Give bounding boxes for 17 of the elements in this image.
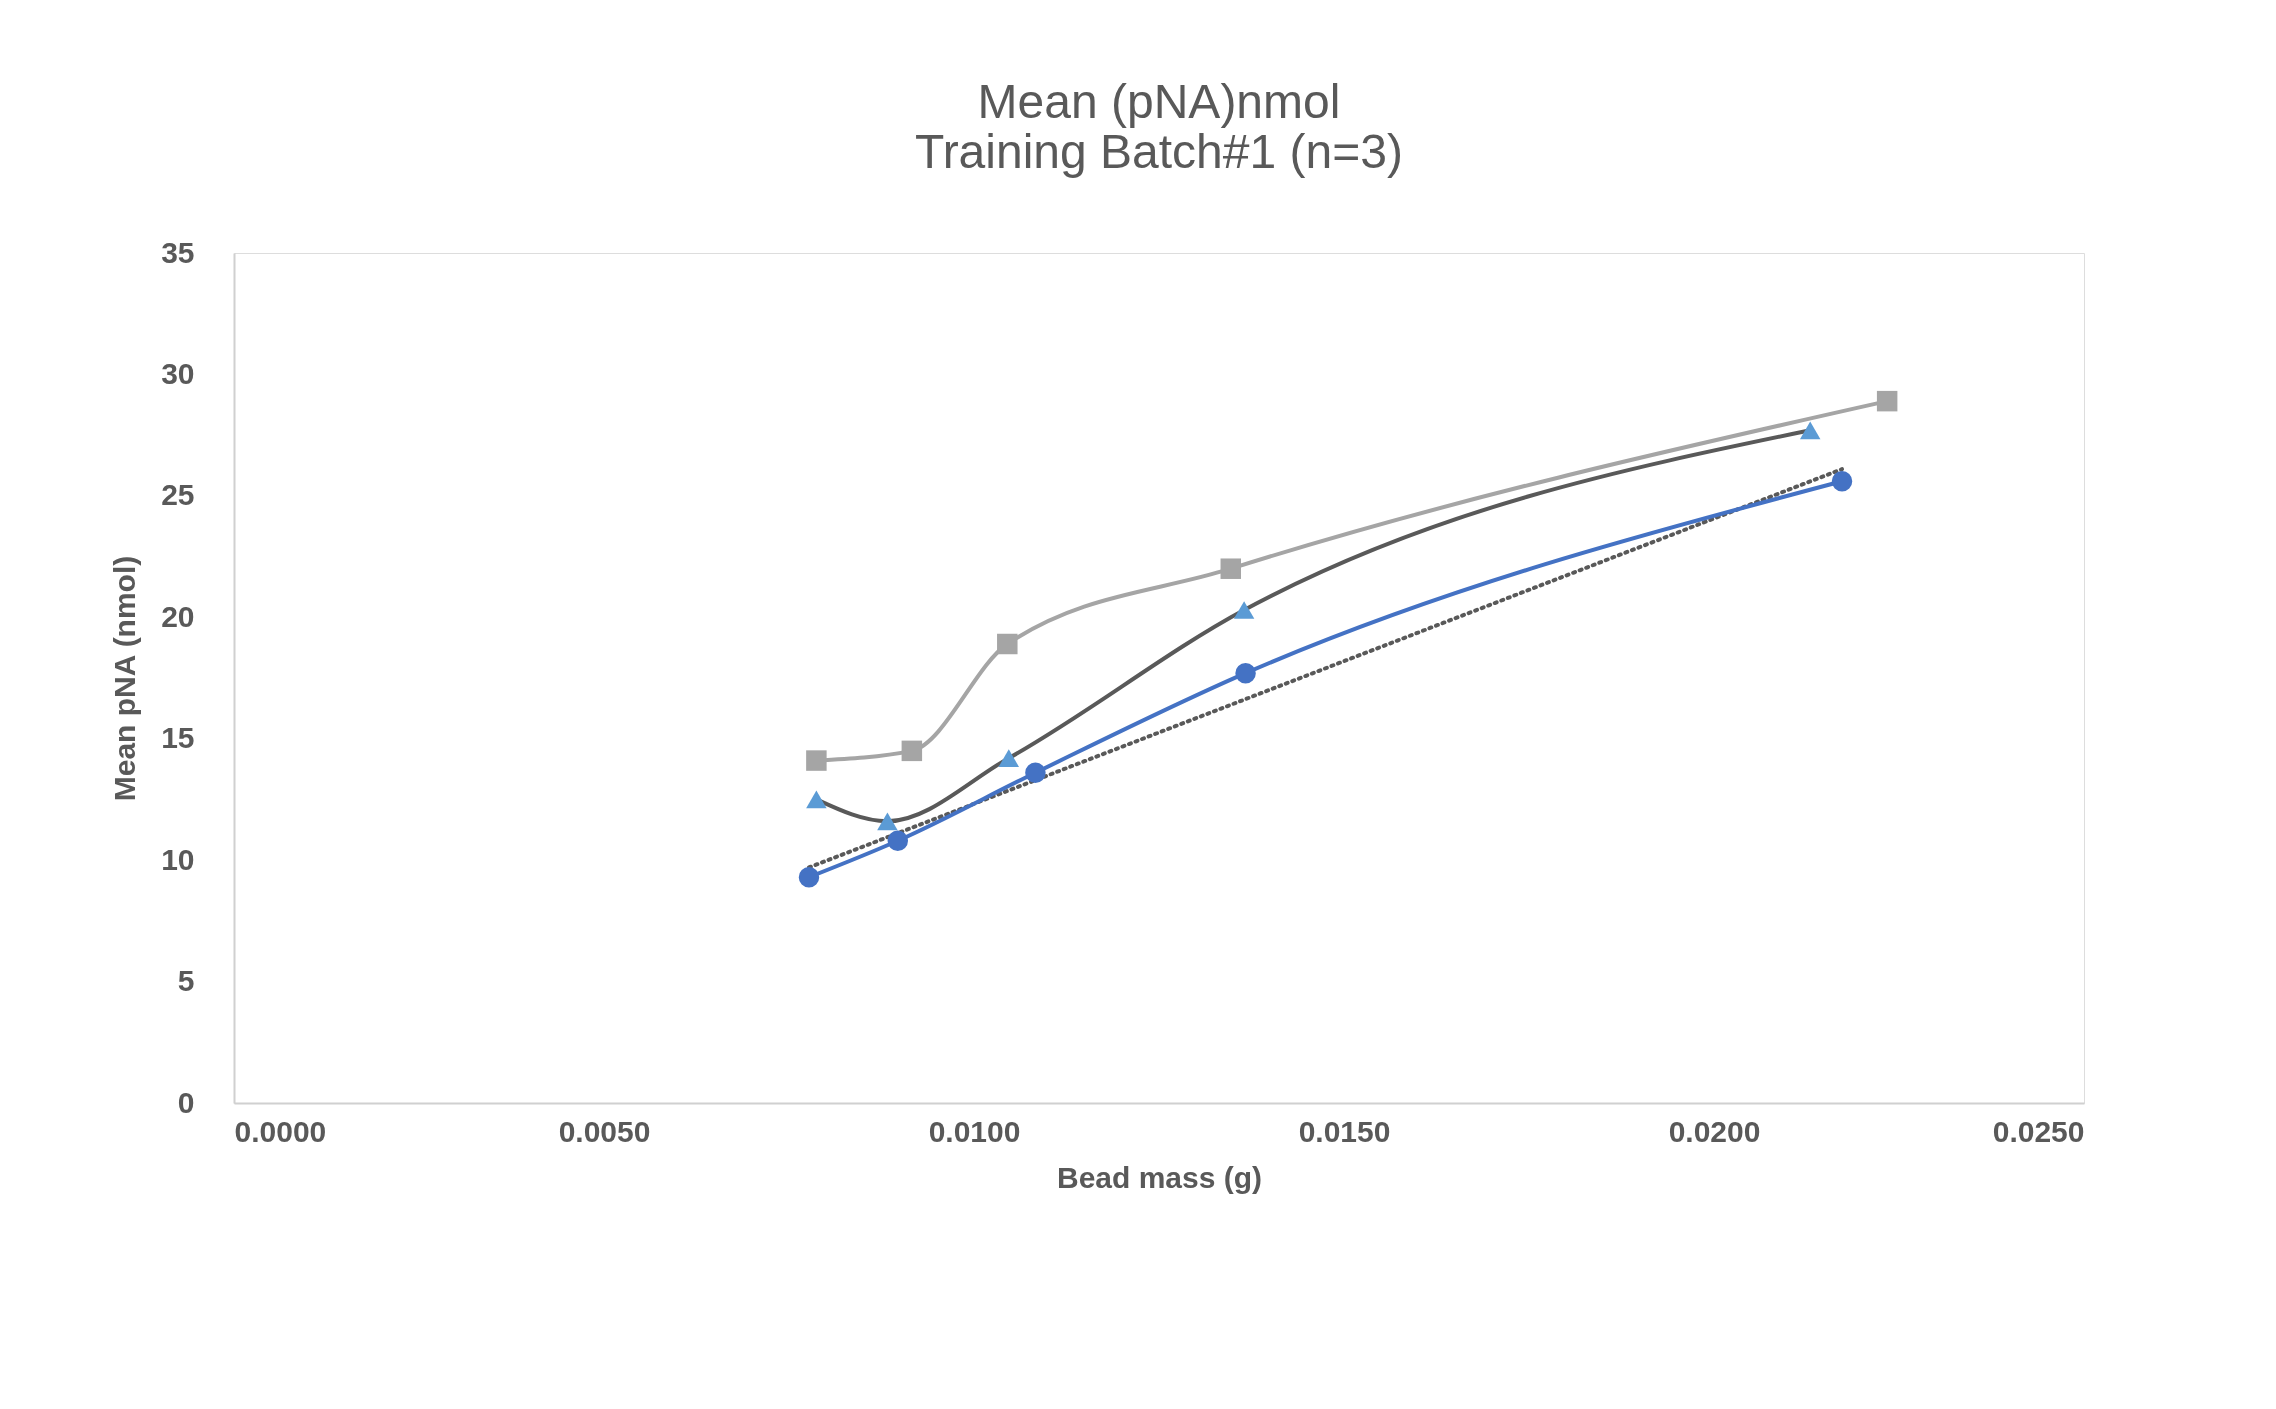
y-tick-label: 0	[177, 1085, 195, 1119]
y-axis-title: Mean pNA (nmol)	[108, 555, 142, 802]
x-tick-label: 0.0250	[1992, 1114, 2085, 1148]
text: Mean (pNA)nmol	[977, 75, 1341, 128]
y-tick-label: 25	[161, 478, 195, 512]
x-tick-label: 0.0150	[1298, 1114, 1391, 1148]
x-tick-label: 0.0000	[234, 1114, 327, 1148]
x-tick-label: 0.0200	[1668, 1114, 1761, 1148]
x-tick-label: 0.0100	[928, 1114, 1021, 1148]
y-tick-label: 15	[161, 721, 195, 755]
y-tick-label: 35	[161, 235, 195, 269]
y-tick-label: 10	[161, 842, 195, 876]
y-tick-label: 30	[161, 356, 195, 390]
y-tick-label: 5	[177, 964, 195, 998]
y-tick-label: 20	[161, 599, 195, 633]
x-axis-title: Bead mass (g)	[1056, 1160, 1263, 1194]
x-tick-label: 0.0050	[558, 1114, 651, 1148]
